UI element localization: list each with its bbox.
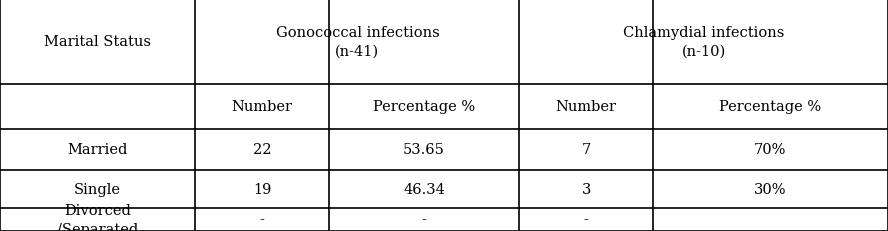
Text: Married: Married: [67, 143, 128, 157]
Text: 70%: 70%: [754, 143, 787, 157]
Text: 46.34: 46.34: [403, 182, 445, 196]
Text: Gonococcal infections
(n-41): Gonococcal infections (n-41): [275, 26, 440, 58]
Text: 22: 22: [253, 143, 271, 157]
Text: 30%: 30%: [754, 182, 787, 196]
Text: Divorced
/Separated: Divorced /Separated: [57, 203, 139, 231]
Text: -: -: [259, 213, 265, 226]
Text: Percentage %: Percentage %: [373, 100, 475, 114]
Text: Chlamydial infections
(n-10): Chlamydial infections (n-10): [623, 26, 784, 58]
Text: -: -: [422, 213, 426, 226]
Text: 19: 19: [253, 182, 271, 196]
Text: 53.65: 53.65: [403, 143, 445, 157]
Text: Single: Single: [75, 182, 121, 196]
Text: 3: 3: [582, 182, 591, 196]
Text: Number: Number: [232, 100, 292, 114]
Text: -: -: [583, 213, 589, 226]
Text: 7: 7: [582, 143, 591, 157]
Text: Marital Status: Marital Status: [44, 35, 151, 49]
Text: Number: Number: [556, 100, 616, 114]
Text: Percentage %: Percentage %: [719, 100, 821, 114]
